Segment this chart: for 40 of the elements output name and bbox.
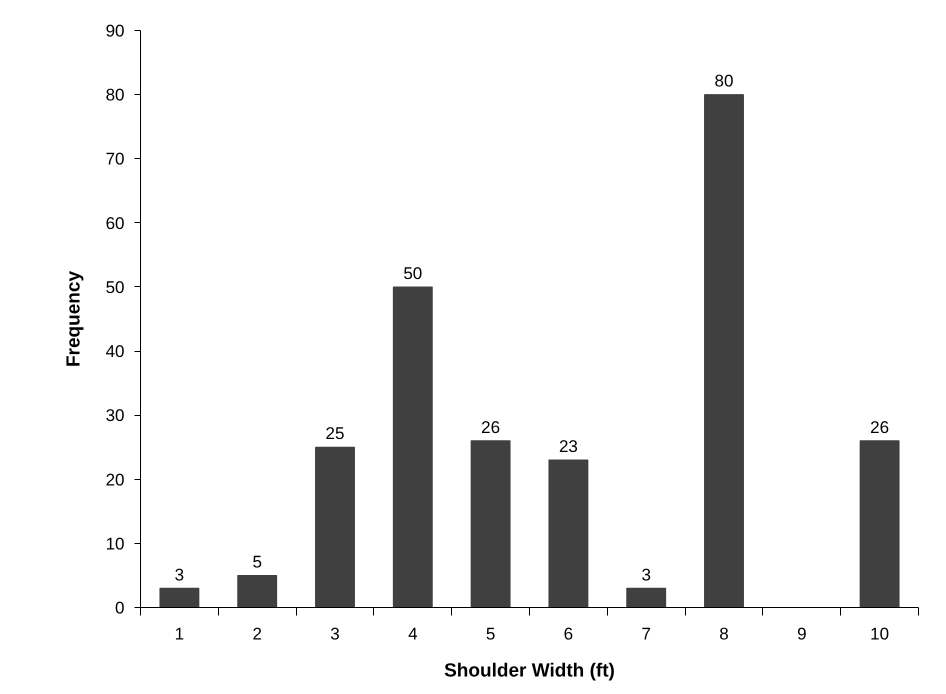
x-tick-label: 4 [408,624,418,644]
x-tick-label: 3 [330,624,340,644]
data-label: 5 [252,552,262,572]
bar [392,286,433,608]
x-tick-label: 1 [174,624,184,644]
y-tick-label: 20 [106,470,125,490]
x-tick-label: 10 [870,624,890,644]
data-label: 3 [174,565,184,584]
data-label: 3 [641,565,651,584]
x-tick-label: 5 [486,624,496,644]
y-tick-label: 40 [106,342,125,362]
bar [626,588,666,608]
bar [860,440,900,608]
y-tick-label: 30 [106,406,125,426]
bar [548,460,588,608]
bar [159,588,200,608]
x-tick-label: 7 [641,624,651,644]
data-label: 50 [403,264,422,283]
x-tick-label: 9 [797,624,807,644]
bar [470,440,511,608]
data-label: 26 [870,418,890,437]
y-tick-label: 50 [106,278,125,297]
bar [315,446,355,608]
data-label: 23 [558,437,578,456]
y-axis-title: Frequency [64,270,85,368]
data-label: 25 [326,424,344,444]
y-tick-label: 60 [106,214,125,233]
data-label: 80 [714,72,734,91]
x-tick-label: 8 [719,624,729,644]
y-tick-label: 10 [106,534,125,554]
x-tick-label: 6 [564,624,574,644]
bar [237,574,278,608]
bar [704,94,744,608]
y-tick-label: 80 [106,86,125,105]
x-tick-label: 2 [252,624,262,644]
x-axis-title: Shoulder Width (ft) [444,660,615,682]
y-tick-label: 90 [106,22,125,40]
data-label: 26 [481,418,500,437]
y-tick-label: 70 [106,150,125,169]
y-tick-label: 0 [115,598,125,618]
